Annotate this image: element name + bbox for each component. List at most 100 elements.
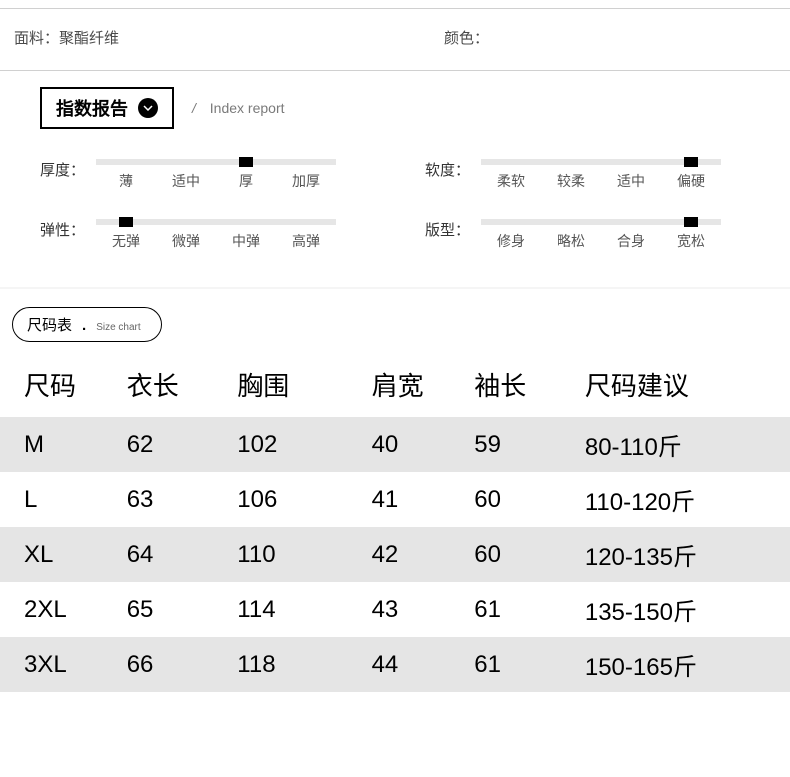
fabric-value: 聚酯纤维 bbox=[59, 30, 119, 47]
size-table-cell: 42 bbox=[348, 527, 451, 582]
size-table-cell: 66 bbox=[103, 637, 214, 692]
size-table-cell: 120-135斤 bbox=[561, 527, 790, 582]
indicator-segment bbox=[96, 159, 156, 165]
size-table-cell: XL bbox=[0, 527, 103, 582]
indicator-2: 弹性：无弹微弹中弹高弹 bbox=[40, 219, 395, 251]
indicator-option: 适中 bbox=[156, 171, 216, 191]
size-table-cell: 43 bbox=[348, 582, 451, 637]
indicator-label: 版型： bbox=[425, 219, 481, 240]
size-table-cell: 102 bbox=[213, 417, 347, 472]
index-report-section: 指数报告 / Index report 厚度：薄适中厚加厚 软度：柔软较柔适中偏硬… bbox=[0, 87, 790, 279]
indicator-segment bbox=[541, 219, 601, 225]
table-row: L631064160110-120斤 bbox=[0, 472, 790, 527]
size-table-cell: 61 bbox=[450, 582, 561, 637]
size-table-cell: 135-150斤 bbox=[561, 582, 790, 637]
table-row: XL641104260120-135斤 bbox=[0, 527, 790, 582]
section-gap bbox=[0, 287, 790, 289]
size-table-cell: 114 bbox=[213, 582, 347, 637]
size-table-column-header: 衣长 bbox=[103, 360, 214, 417]
color-label: 颜色： bbox=[444, 30, 489, 47]
indicator-label: 弹性： bbox=[40, 219, 96, 240]
indicator-option: 偏硬 bbox=[661, 171, 721, 191]
size-table-column-header: 袖长 bbox=[450, 360, 561, 417]
indicator-option: 中弹 bbox=[216, 231, 276, 251]
size-table-cell: 106 bbox=[213, 472, 347, 527]
indicator-option: 适中 bbox=[601, 171, 661, 191]
size-table-cell: 118 bbox=[213, 637, 347, 692]
indicator-option: 合身 bbox=[601, 231, 661, 251]
index-report-subtitle-en: Index report bbox=[210, 100, 285, 116]
indicator-0: 厚度：薄适中厚加厚 bbox=[40, 159, 395, 191]
indicator-label: 软度： bbox=[425, 159, 481, 180]
indicator-3: 版型：修身略松合身宽松 bbox=[395, 219, 750, 251]
size-table-cell: 60 bbox=[450, 527, 561, 582]
size-table-body: M62102405980-110斤L631064160110-120斤XL641… bbox=[0, 417, 790, 692]
indicator-body: 薄适中厚加厚 bbox=[96, 159, 336, 191]
color-info: 颜色： bbox=[444, 27, 776, 48]
index-report-subtitle: / Index report bbox=[192, 100, 285, 116]
size-chart-dot: . bbox=[82, 317, 86, 334]
table-row: 3XL661184461150-165斤 bbox=[0, 637, 790, 692]
size-table-column-header: 尺码建议 bbox=[561, 360, 790, 417]
indicator-segment bbox=[481, 159, 541, 165]
indicator-option: 修身 bbox=[481, 231, 541, 251]
size-table-cell: 59 bbox=[450, 417, 561, 472]
table-row: M62102405980-110斤 bbox=[0, 417, 790, 472]
indicator-bar bbox=[481, 219, 721, 225]
size-table-column-header: 胸围 bbox=[213, 360, 347, 417]
indicator-bar bbox=[96, 219, 336, 225]
size-table-cell: L bbox=[0, 472, 103, 527]
indicator-label: 厚度： bbox=[40, 159, 96, 180]
indicator-segment bbox=[601, 219, 661, 225]
size-table-cell: 2XL bbox=[0, 582, 103, 637]
fabric-label: 面料： bbox=[14, 30, 59, 47]
indicator-segment bbox=[661, 219, 721, 225]
indicator-segment bbox=[216, 159, 276, 165]
table-row: 2XL651144361135-150斤 bbox=[0, 582, 790, 637]
top-divider bbox=[0, 8, 790, 9]
indicator-options: 修身略松合身宽松 bbox=[481, 231, 721, 251]
index-report-title: 指数报告 bbox=[56, 95, 128, 121]
indicator-segment bbox=[276, 159, 336, 165]
indicator-segment bbox=[276, 219, 336, 225]
slash-text: / bbox=[192, 100, 196, 116]
indicator-body: 无弹微弹中弹高弹 bbox=[96, 219, 336, 251]
indicator-bar bbox=[481, 159, 721, 165]
size-table-cell: 61 bbox=[450, 637, 561, 692]
indicator-segment bbox=[96, 219, 156, 225]
indicator-segment bbox=[661, 159, 721, 165]
size-table-cell: 41 bbox=[348, 472, 451, 527]
size-table-column-header: 肩宽 bbox=[348, 360, 451, 417]
indicator-segment bbox=[481, 219, 541, 225]
index-report-header: 指数报告 / Index report bbox=[40, 87, 750, 129]
size-table-header-row: 尺码衣长胸围肩宽袖长尺码建议 bbox=[0, 360, 790, 417]
indicator-segment bbox=[601, 159, 661, 165]
indicator-options: 无弹微弹中弹高弹 bbox=[96, 231, 336, 251]
size-chart-title-cn: 尺码表 bbox=[27, 314, 72, 335]
indicator-options: 薄适中厚加厚 bbox=[96, 171, 336, 191]
indicator-option: 无弹 bbox=[96, 231, 156, 251]
size-chart-title-en: Size chart bbox=[96, 322, 140, 333]
chevron-down-icon bbox=[138, 98, 158, 118]
indicator-options: 柔软较柔适中偏硬 bbox=[481, 171, 721, 191]
size-table: 尺码衣长胸围肩宽袖长尺码建议 M62102405980-110斤L6310641… bbox=[0, 360, 790, 692]
indicator-option: 宽松 bbox=[661, 231, 721, 251]
size-table-cell: 60 bbox=[450, 472, 561, 527]
size-chart-badge: 尺码表 . Size chart bbox=[12, 307, 162, 342]
size-table-cell: 62 bbox=[103, 417, 214, 472]
indicators-grid: 厚度：薄适中厚加厚软度：柔软较柔适中偏硬弹性：无弹微弹中弹高弹版型：修身略松合身… bbox=[40, 159, 750, 279]
indicator-option: 较柔 bbox=[541, 171, 601, 191]
indicator-segment bbox=[156, 159, 216, 165]
fabric-info: 面料：聚酯纤维 bbox=[14, 27, 444, 48]
size-table-column-header: 尺码 bbox=[0, 360, 103, 417]
indicator-option: 微弹 bbox=[156, 231, 216, 251]
size-table-cell: 150-165斤 bbox=[561, 637, 790, 692]
size-table-cell: 40 bbox=[348, 417, 451, 472]
indicator-option: 厚 bbox=[216, 171, 276, 191]
size-table-cell: 110-120斤 bbox=[561, 472, 790, 527]
size-table-cell: 64 bbox=[103, 527, 214, 582]
indicator-body: 柔软较柔适中偏硬 bbox=[481, 159, 721, 191]
indicator-segment bbox=[541, 159, 601, 165]
size-table-cell: 63 bbox=[103, 472, 214, 527]
indicator-option: 薄 bbox=[96, 171, 156, 191]
